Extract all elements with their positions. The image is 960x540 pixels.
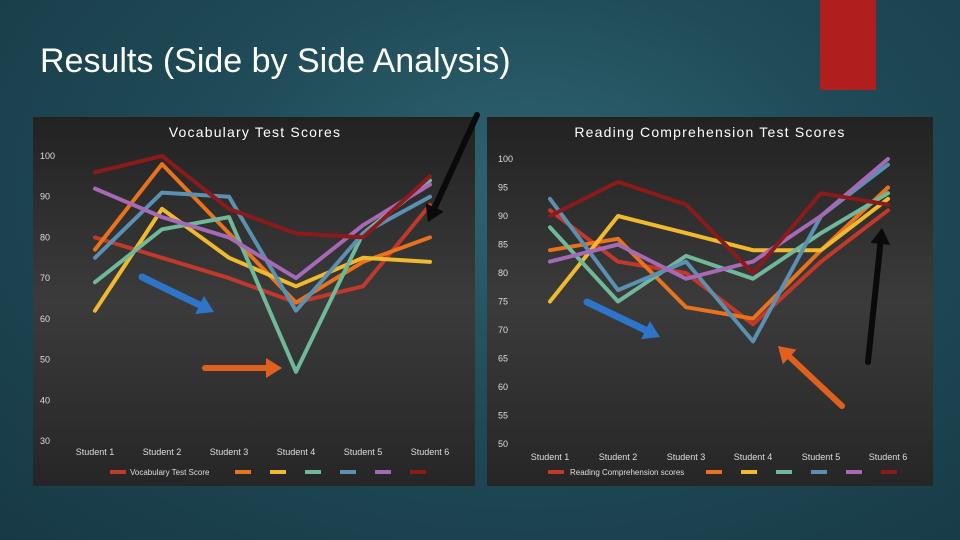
vocabulary-y-tick-label: 80	[40, 232, 50, 242]
reading-y-tick-label: 90	[498, 211, 508, 221]
orange-arrow-reading-head	[778, 346, 797, 365]
reading-chart-title: Reading Comprehension Test Scores	[574, 124, 845, 140]
reading-x-tick-label: Student 4	[734, 452, 773, 462]
reading-y-tick-label: 60	[498, 382, 508, 392]
orange-arrow-vocabulary-head	[266, 358, 282, 378]
reading-y-tick-label: 80	[498, 268, 508, 278]
reading-series-line-6	[548, 157, 890, 281]
reading-y-tick-label: 65	[498, 354, 508, 364]
reading-x-tick-label: Student 5	[802, 452, 841, 462]
blue-arrow-vocabulary-head	[195, 296, 214, 314]
vocabulary-y-tick-label: 50	[40, 355, 50, 365]
black-arrow-vocabulary-head	[425, 203, 444, 222]
reading-y-tick-label: 100	[498, 154, 513, 164]
blue-arrow-reading-head	[641, 321, 660, 340]
vocabulary-x-tick-label: Student 5	[344, 447, 383, 457]
black-arrow-reading	[865, 228, 891, 365]
black-arrow-reading-shaft	[865, 240, 884, 365]
vocabulary-y-tick-label: 100	[40, 151, 55, 161]
vocabulary-x-tick-label: Student 6	[411, 447, 450, 457]
vocabulary-y-tick-label: 60	[40, 314, 50, 324]
reading-y-tick-label: 55	[498, 411, 508, 421]
orange-arrow-reading	[778, 346, 845, 409]
reading-y-tick-label: 85	[498, 240, 508, 250]
slide-title: Results (Side by Side Analysis)	[40, 42, 511, 80]
orange-arrow-reading-shaft	[786, 353, 845, 409]
reading-x-tick-label: Student 3	[667, 452, 706, 462]
vocabulary-legend-label: Vocabulary Test Score	[130, 468, 210, 477]
reading-x-tick-label: Student 2	[599, 452, 638, 462]
blue-arrow-vocabulary-shaft	[138, 273, 204, 309]
vocabulary-chart: Vocabulary Test Scores 30 40 50 60 70 80 90 100 S…	[33, 117, 475, 486]
reading-legend-label: Reading Comprehension scores	[570, 468, 684, 477]
vocabulary-series-line-6	[93, 182, 432, 281]
reading-chart: Reading Comprehension Test Scores 50 55 60 6…	[487, 117, 933, 486]
reading-y-tick-label: 70	[498, 325, 508, 335]
vocabulary-y-tick-label: 90	[40, 192, 50, 202]
reading-y-tick-label: 75	[498, 297, 508, 307]
black-arrow-vocabulary-shaft	[431, 112, 480, 211]
vocabulary-series-line-7	[93, 154, 432, 240]
vocabulary-panel	[33, 117, 475, 486]
reading-series-line-7	[548, 179, 890, 275]
vocabulary-x-tick-label: Student 4	[277, 447, 316, 457]
reading-y-tick-label: 50	[498, 439, 508, 449]
reading-y-tick-label: 95	[498, 183, 508, 193]
blue-arrow-vocabulary	[138, 273, 214, 314]
reading-series-line-4	[548, 191, 890, 304]
orange-arrow-vocabulary	[202, 358, 282, 378]
black-arrow-reading-head	[870, 228, 891, 245]
blue-arrow-reading	[583, 298, 660, 340]
vocabulary-x-tick-label: Student 1	[76, 447, 115, 457]
reading-x-tick-label: Student 1	[531, 452, 570, 462]
reading-x-tick-label: Student 6	[869, 452, 908, 462]
vocabulary-y-tick-label: 30	[40, 436, 50, 446]
annotation-arrows	[138, 112, 891, 409]
vocabulary-y-tick-label: 70	[40, 273, 50, 283]
vocabulary-y-tick-label: 40	[40, 395, 50, 405]
vocabulary-series-line-3	[93, 206, 432, 313]
accent-block	[820, 0, 876, 90]
vocabulary-x-tick-label: Student 3	[210, 447, 249, 457]
vocabulary-chart-title: Vocabulary Test Scores	[169, 124, 341, 140]
blue-arrow-reading-shaft	[583, 298, 650, 334]
reading-panel	[487, 117, 933, 486]
vocabulary-x-tick-label: Student 2	[143, 447, 182, 457]
black-arrow-vocabulary	[425, 112, 480, 222]
